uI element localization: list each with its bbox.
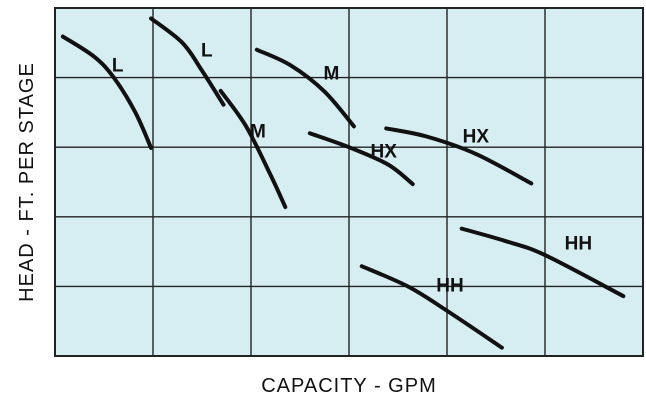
curve-hh-7 (459, 226, 626, 299)
y-axis-title: HEAD - FT. PER STAGE (16, 62, 38, 302)
curve-label-hh: HH (436, 275, 463, 296)
curve-label-hh: HH (565, 234, 592, 255)
curve-label-m: M (324, 64, 340, 85)
curve-l-2 (149, 16, 226, 107)
curve-l-1 (60, 34, 154, 150)
curve-hh-8 (359, 264, 504, 350)
x-axis-title: CAPACITY - GPM (261, 375, 437, 397)
curve-m-3 (218, 88, 288, 210)
curve-label-l: L (201, 41, 213, 62)
curve-m-4 (254, 47, 356, 129)
curve-label-m: M (250, 121, 266, 142)
grid (54, 7, 644, 357)
curve-label-l: L (112, 55, 124, 76)
plot-frame (54, 7, 644, 357)
curve-hx-5 (307, 131, 415, 187)
curve-group (60, 16, 626, 350)
curve-label-hx: HX (463, 126, 490, 147)
curve-hx-6 (384, 126, 534, 186)
curve-label-group: L L M M HX HX HH HH (112, 41, 592, 297)
curve-label-hx: HX (371, 142, 398, 163)
